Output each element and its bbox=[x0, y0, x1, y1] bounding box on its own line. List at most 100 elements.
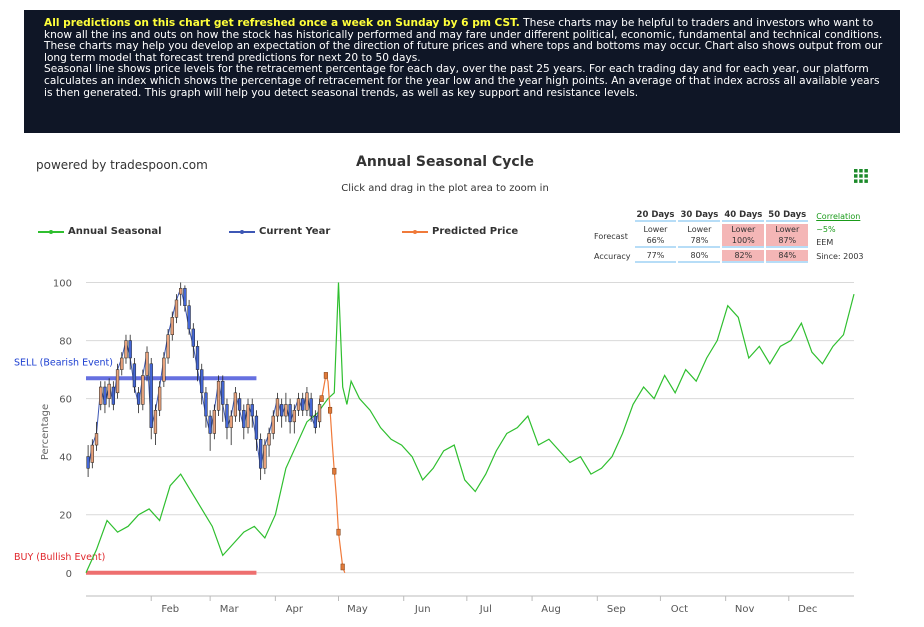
candle bbox=[153, 409, 158, 434]
predicted-point bbox=[336, 528, 341, 536]
candle bbox=[191, 328, 195, 347]
x-tick-label: Feb bbox=[161, 604, 179, 615]
candle bbox=[317, 404, 322, 423]
candle bbox=[94, 433, 99, 446]
forecast-cell-40: Lower 100% bbox=[722, 224, 765, 248]
legend-predicted-swatch bbox=[402, 229, 428, 234]
candle bbox=[195, 346, 200, 370]
candle bbox=[99, 386, 103, 405]
candle bbox=[275, 398, 280, 417]
x-tick-label: Apr bbox=[286, 604, 304, 615]
predicted-point bbox=[340, 563, 345, 571]
candle bbox=[301, 398, 305, 411]
candle bbox=[267, 433, 271, 446]
candle bbox=[212, 409, 217, 434]
stats-header: 20 Days bbox=[634, 210, 677, 222]
candle bbox=[305, 392, 309, 411]
banner-paragraph-1: All predictions on this chart get refres… bbox=[44, 17, 888, 64]
accuracy-cell-30: 80% bbox=[678, 250, 721, 263]
y-tick-label: 60 bbox=[59, 395, 72, 406]
candle bbox=[246, 404, 250, 428]
banner-paragraph-2: Seasonal line shows price levels for the… bbox=[44, 63, 880, 99]
candle bbox=[225, 404, 229, 428]
forecast-dir: Lower bbox=[731, 225, 756, 234]
forecast-pct: 87% bbox=[778, 236, 797, 245]
y-tick-label: 20 bbox=[59, 511, 72, 522]
x-tick-label: May bbox=[347, 604, 368, 615]
candle bbox=[120, 357, 124, 370]
y-axis-label: Percentage bbox=[40, 404, 51, 460]
candle bbox=[111, 386, 116, 405]
candle bbox=[229, 415, 233, 428]
candle bbox=[128, 340, 132, 359]
candle bbox=[204, 392, 208, 417]
legend-current-year[interactable]: Current Year bbox=[229, 226, 330, 237]
forecast-cell-30: Lower 78% bbox=[678, 224, 721, 248]
candle bbox=[292, 409, 296, 423]
candle bbox=[309, 398, 313, 417]
symbol-label: EEM bbox=[816, 238, 834, 247]
seasonal-line bbox=[85, 282, 855, 574]
candle bbox=[284, 404, 288, 417]
predicted-point bbox=[328, 406, 333, 414]
x-tick-label: Sep bbox=[607, 604, 626, 615]
candle bbox=[103, 386, 107, 405]
forecast-dir: Lower bbox=[775, 225, 800, 234]
candle bbox=[313, 415, 317, 428]
candle bbox=[216, 380, 221, 411]
forecast-pct: 100% bbox=[731, 236, 755, 245]
legend-label: Annual Seasonal bbox=[68, 226, 162, 237]
chart-title: Annual Seasonal Cycle bbox=[356, 154, 534, 170]
x-tick-label: Jun bbox=[414, 604, 431, 615]
info-banner: All predictions on this chart get refres… bbox=[24, 10, 900, 133]
candle bbox=[250, 404, 254, 417]
candle bbox=[208, 415, 212, 434]
legend-label: Predicted Price bbox=[432, 226, 519, 237]
stats-header: 40 Days bbox=[722, 210, 765, 222]
candle bbox=[166, 334, 170, 359]
banner-text-1: These charts may be helpful to traders a… bbox=[44, 17, 883, 64]
candle bbox=[242, 409, 246, 428]
candle bbox=[162, 357, 166, 382]
accuracy-label: Accuracy bbox=[594, 252, 631, 261]
candle bbox=[221, 380, 225, 405]
grid-menu-icon[interactable] bbox=[853, 168, 869, 184]
legend-current-swatch bbox=[229, 229, 255, 234]
x-tick-label: Dec bbox=[798, 604, 817, 615]
forecast-stats-table: 20 Days 30 Days 40 Days 50 Days Correlat… bbox=[590, 208, 868, 265]
y-tick-label: 40 bbox=[59, 453, 72, 464]
candle bbox=[271, 415, 275, 434]
stats-header: 30 Days bbox=[678, 210, 721, 222]
y-tick-label: 100 bbox=[53, 279, 72, 290]
since-label: Since: 2003 bbox=[816, 252, 864, 261]
forecast-label: Forecast bbox=[594, 231, 628, 241]
legend-annual-seasonal[interactable]: Annual Seasonal bbox=[38, 226, 162, 237]
x-tick-label: Oct bbox=[671, 604, 688, 615]
chart-subtitle: Click and drag in the plot area to zoom … bbox=[341, 183, 549, 194]
forecast-dir: Lower bbox=[687, 225, 712, 234]
forecast-pct: 78% bbox=[690, 236, 709, 245]
candle bbox=[132, 363, 137, 388]
y-tick-label: 0 bbox=[66, 569, 72, 580]
candle bbox=[124, 340, 128, 359]
candle bbox=[149, 363, 153, 428]
predicted-point bbox=[332, 467, 337, 475]
legend-predicted-price[interactable]: Predicted Price bbox=[402, 226, 518, 237]
candle bbox=[86, 456, 90, 469]
x-tick-label: Mar bbox=[220, 604, 240, 615]
forecast-cell-20: Lower 66% bbox=[634, 224, 677, 248]
candle bbox=[183, 288, 187, 306]
candle bbox=[200, 369, 204, 394]
candle bbox=[263, 444, 267, 469]
candle bbox=[170, 317, 174, 336]
predicted-point bbox=[323, 372, 328, 379]
correlation-link[interactable]: Correlation bbox=[816, 211, 861, 221]
predicted-point bbox=[319, 395, 324, 402]
banner-highlight: All predictions on this chart get refres… bbox=[44, 17, 520, 29]
forecast-pct: 66% bbox=[646, 236, 665, 245]
forecast-cell-50: Lower 87% bbox=[766, 224, 809, 248]
candle bbox=[145, 351, 149, 376]
candle bbox=[157, 386, 162, 411]
candle bbox=[141, 375, 145, 405]
